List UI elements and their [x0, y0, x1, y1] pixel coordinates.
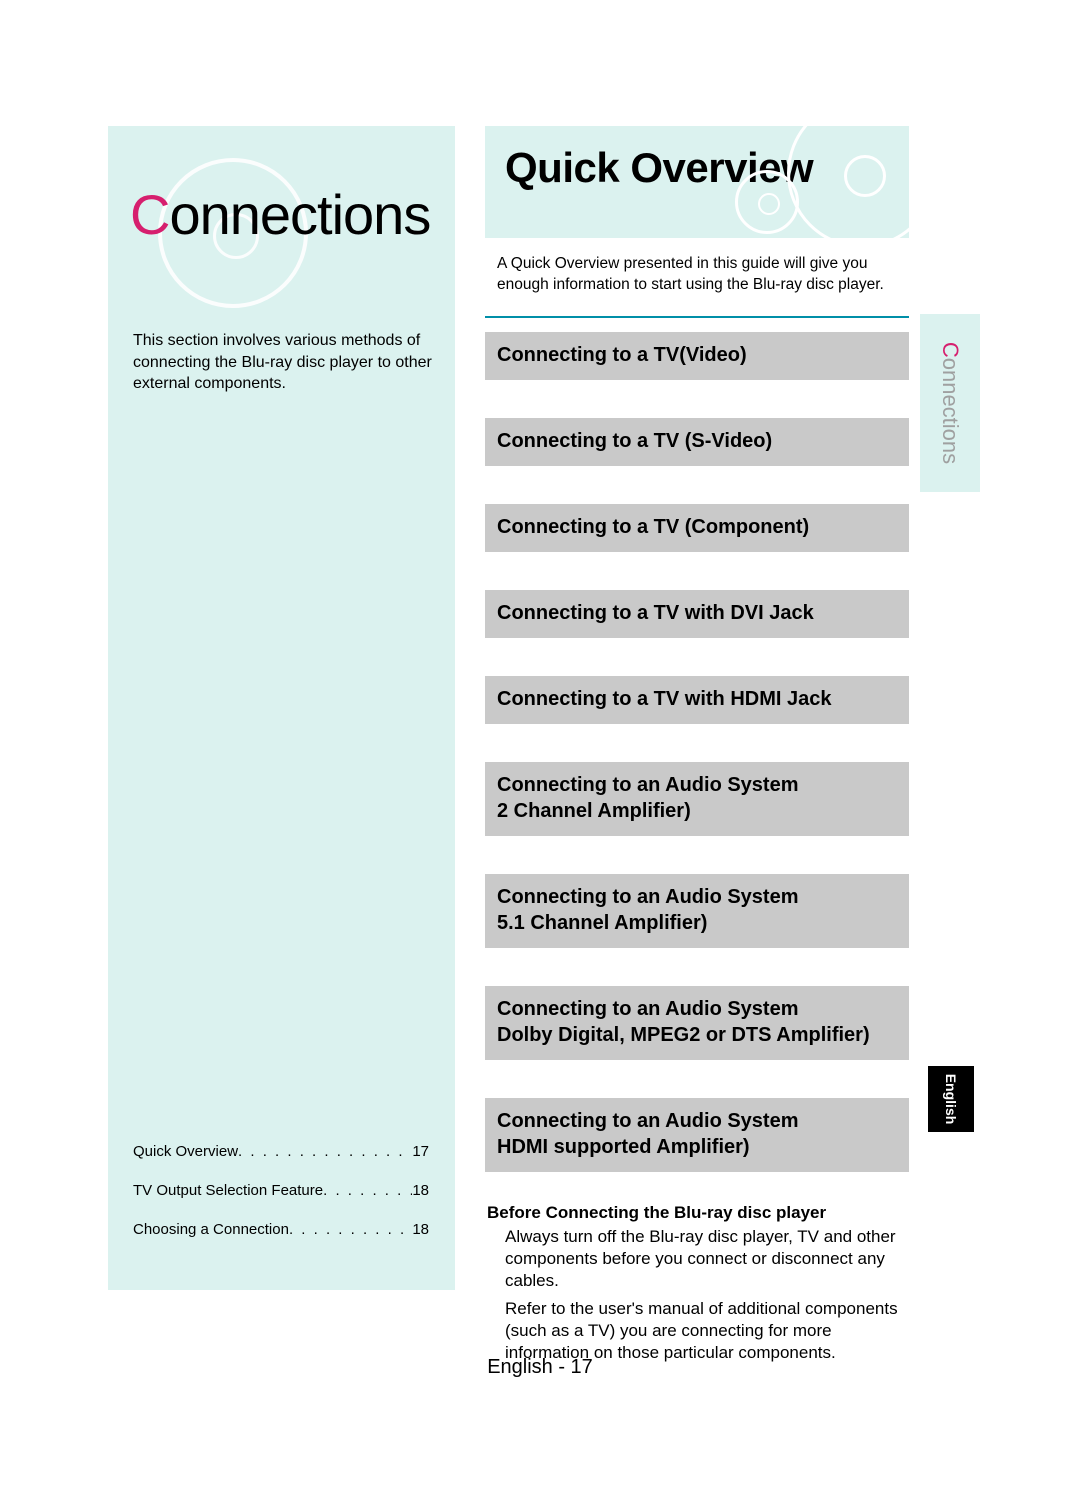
- table-of-contents: Quick Overview 17 TV Output Selection Fe…: [133, 1143, 429, 1260]
- topic-item: Connecting to a TV (Component): [485, 504, 909, 552]
- disc-icon: [735, 170, 799, 234]
- before-title: Before Connecting the Blu-ray disc playe…: [487, 1202, 901, 1224]
- toc-dots: [289, 1221, 412, 1238]
- page: Connections This section involves variou…: [0, 0, 1080, 1487]
- toc-label: TV Output Selection Feature: [133, 1182, 323, 1199]
- topic-item: Connecting to an Audio System2 Channel A…: [485, 762, 909, 836]
- section-title-rest: onnections: [169, 183, 430, 246]
- toc-row: Choosing a Connection 18: [133, 1221, 429, 1238]
- side-tab-label: Connections: [937, 342, 963, 464]
- side-tab-initial: C: [938, 342, 963, 358]
- toc-page: 18: [412, 1221, 429, 1238]
- overview-intro: A Quick Overview presented in this guide…: [485, 254, 909, 296]
- section-title-initial: C: [130, 183, 169, 246]
- section-title: Connections: [130, 182, 430, 247]
- before-paragraph: Refer to the user's manual of additional…: [505, 1298, 901, 1364]
- left-panel: Connections This section involves variou…: [108, 126, 455, 1290]
- topic-item: Connecting to a TV (S-Video): [485, 418, 909, 466]
- before-paragraph: Always turn off the Blu-ray disc player,…: [505, 1226, 901, 1292]
- overview-banner: Quick Overview: [485, 126, 909, 238]
- topic-list: Connecting to a TV(Video) Connecting to …: [485, 332, 909, 1172]
- disc-icon: [787, 126, 909, 238]
- language-label: English: [943, 1074, 959, 1125]
- page-footer: English - 17: [0, 1356, 1080, 1379]
- side-tab-rest: onnections: [938, 358, 963, 464]
- language-tab: English: [928, 1066, 974, 1132]
- toc-dots: [323, 1182, 412, 1199]
- right-column: Quick Overview A Quick Overview presente…: [485, 126, 909, 1371]
- divider: [485, 316, 909, 318]
- topic-item: Connecting to an Audio System5.1 Channel…: [485, 874, 909, 948]
- toc-label: Quick Overview: [133, 1143, 238, 1160]
- toc-label: Choosing a Connection: [133, 1221, 289, 1238]
- toc-page: 17: [412, 1143, 429, 1160]
- topic-item: Connecting to a TV(Video): [485, 332, 909, 380]
- topic-item: Connecting to a TV with HDMI Jack: [485, 676, 909, 724]
- toc-page: 18: [412, 1182, 429, 1199]
- topic-item: Connecting to an Audio SystemDolby Digit…: [485, 986, 909, 1060]
- before-connecting-block: Before Connecting the Blu-ray disc playe…: [485, 1202, 909, 1365]
- topic-item: Connecting to an Audio SystemHDMI suppor…: [485, 1098, 909, 1172]
- topic-item: Connecting to a TV with DVI Jack: [485, 590, 909, 638]
- toc-dots: [238, 1143, 412, 1160]
- side-tab: Connections: [920, 314, 980, 492]
- section-description: This section involves various methods of…: [133, 330, 433, 395]
- toc-row: TV Output Selection Feature 18: [133, 1182, 429, 1199]
- toc-row: Quick Overview 17: [133, 1143, 429, 1160]
